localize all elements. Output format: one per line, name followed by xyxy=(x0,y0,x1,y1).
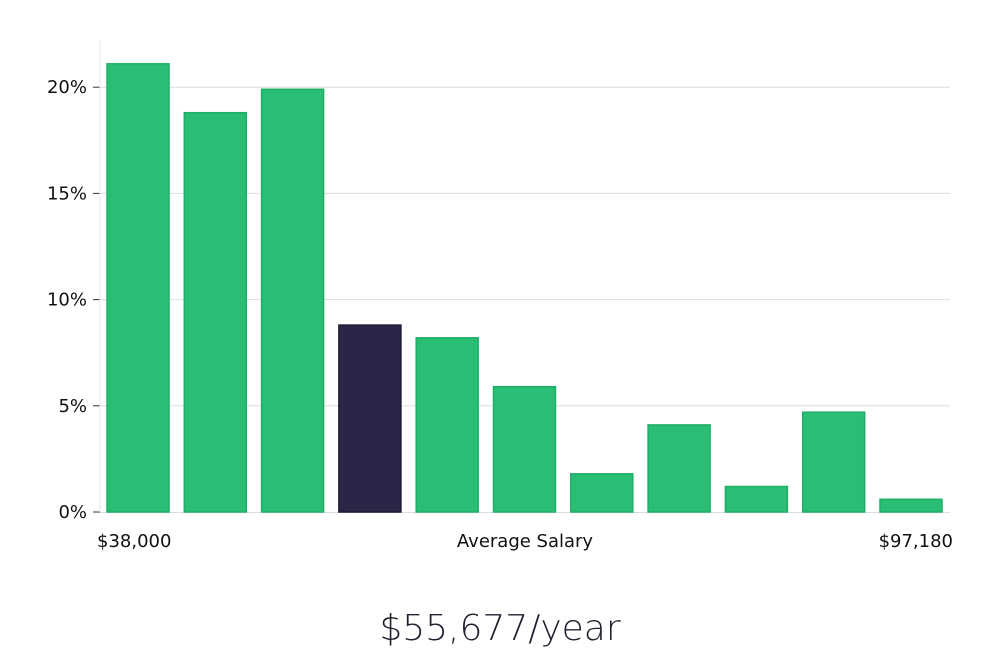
bars xyxy=(106,63,943,513)
y-tick-label: 10% xyxy=(47,290,87,311)
x-max-label: $97,180 xyxy=(879,531,953,552)
bar xyxy=(415,337,479,513)
bar xyxy=(724,485,789,513)
y-tick-label: 20% xyxy=(47,77,87,98)
x-axis-title: Average Salary xyxy=(457,531,594,552)
bar xyxy=(260,88,325,513)
y-tick-labels: 0% 5% 10% 15% 20% xyxy=(47,77,87,523)
chart-canvas: 0% 5% 10% 15% 20% $38,000 Average Salary $97… xyxy=(47,40,953,552)
bar xyxy=(879,498,943,513)
bar xyxy=(801,411,866,513)
bar xyxy=(647,424,711,513)
bar xyxy=(183,111,248,513)
bar xyxy=(106,63,170,513)
x-min-label: $38,000 xyxy=(97,531,171,552)
y-tick-label: 0% xyxy=(58,502,87,523)
bar-highlighted xyxy=(338,324,402,513)
bar xyxy=(570,473,634,513)
bar xyxy=(492,385,557,513)
y-tick-label: 15% xyxy=(47,183,87,204)
x-axis-labels: $38,000 Average Salary $97,180 xyxy=(97,531,953,552)
y-tick-label: 5% xyxy=(58,396,87,417)
average-salary-value: $55,677/year xyxy=(379,608,621,649)
